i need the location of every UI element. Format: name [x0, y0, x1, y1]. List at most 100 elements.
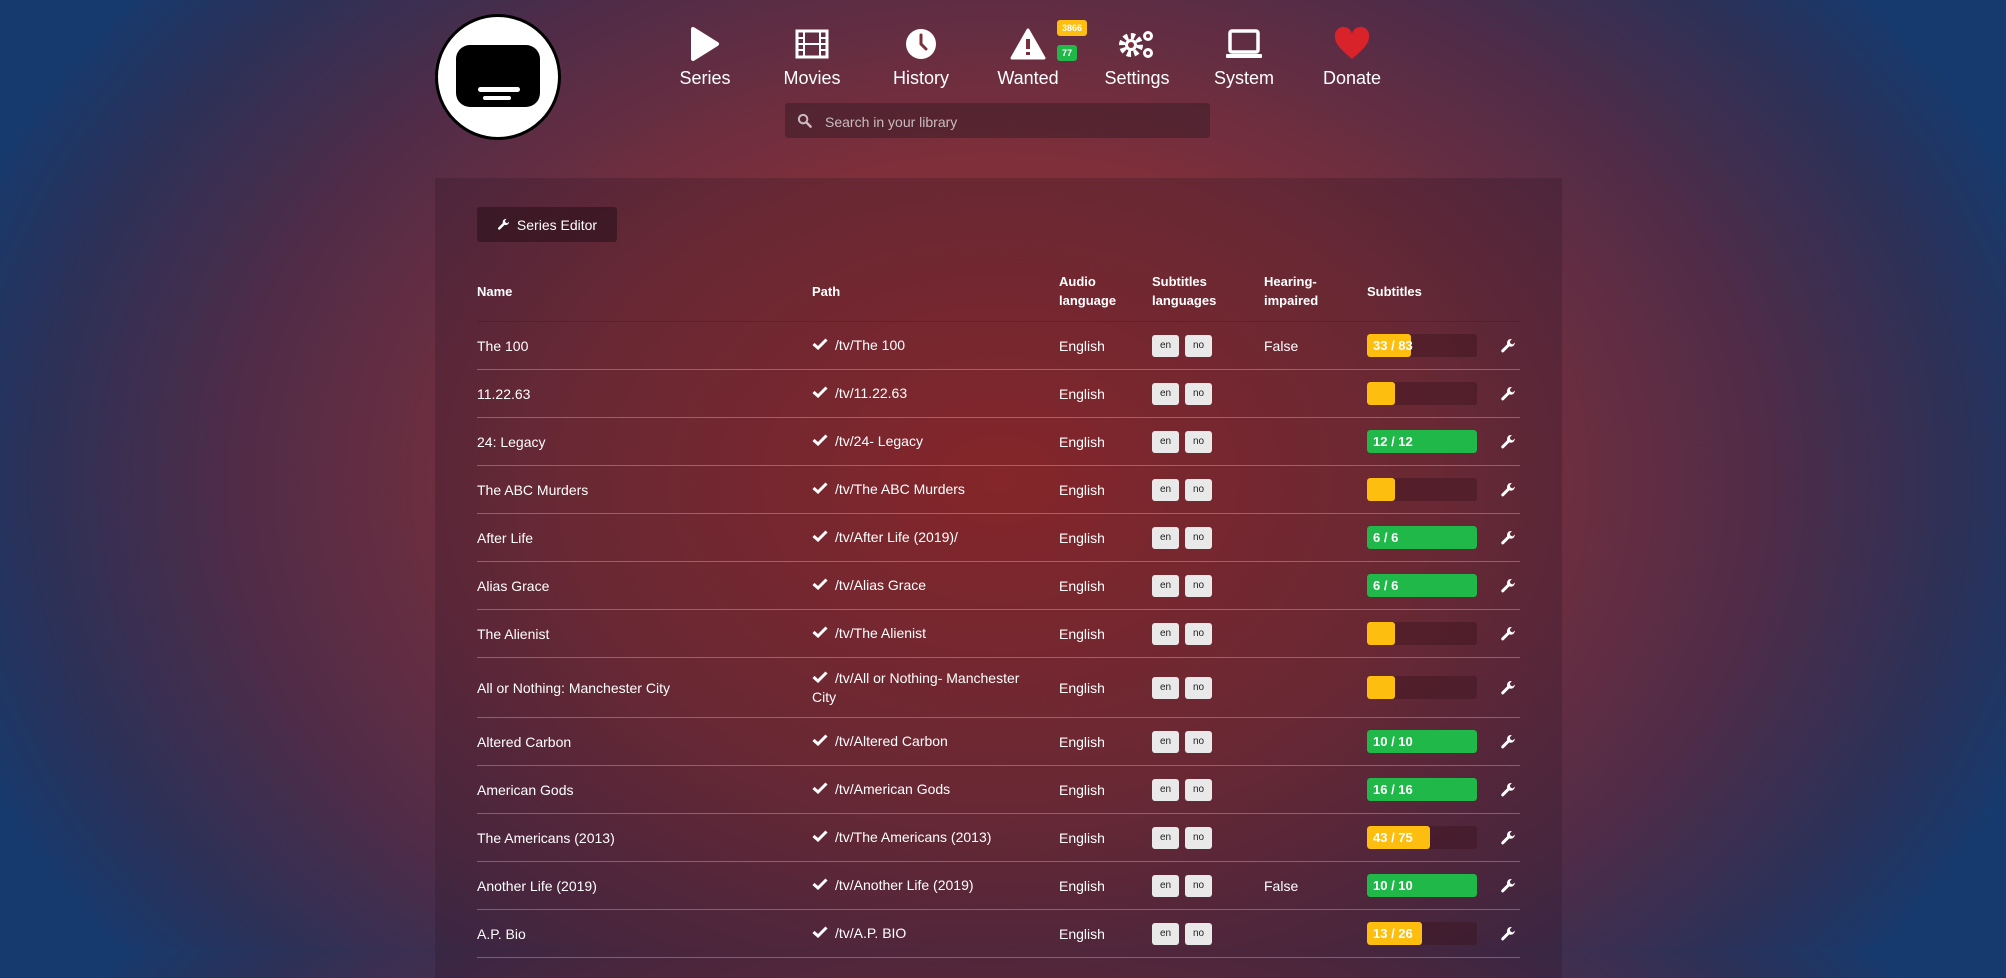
audio-language: English [1059, 337, 1105, 354]
header-audio[interactable]: Audio language [1059, 274, 1117, 308]
series-name-link[interactable]: All or Nothing: Manchester City [477, 679, 670, 696]
path-text: /tv/All or Nothing- Manchester City [812, 669, 1020, 705]
wrench-icon[interactable] [1500, 434, 1516, 450]
wrench-icon[interactable] [1500, 680, 1516, 696]
path-text: /tv/After Life (2019)/ [812, 528, 958, 547]
progress-label: 6 / 6 [1373, 578, 1399, 593]
progress-label: 10 / 10 [1373, 878, 1413, 893]
series-name-link[interactable]: After Life [477, 529, 534, 546]
laptop-icon [1189, 26, 1299, 62]
path-text: /tv/American Gods [812, 780, 950, 799]
header-path[interactable]: Path [812, 284, 841, 299]
progress-fill [1367, 574, 1477, 597]
series-name-link[interactable]: 11.22.63 [477, 385, 531, 402]
series-editor-button[interactable]: Series Editor [477, 207, 617, 242]
series-name-link[interactable]: The Americans (2013) [477, 829, 615, 846]
series-name-link[interactable]: American Gods [477, 781, 574, 798]
subtitles-progress-bar: 6 / 6 [1367, 574, 1477, 597]
path-text: /tv/Another Life (2019) [812, 876, 974, 895]
path-text: /tv/Alias Grace [812, 576, 926, 595]
header-subtitles[interactable]: Subtitles [1367, 284, 1422, 299]
check-icon [812, 434, 828, 447]
header-subtitles-languages[interactable]: Subtitles languages [1152, 274, 1217, 308]
progress-fill [1367, 874, 1477, 897]
series-name-link[interactable]: A.P. Bio [477, 925, 526, 942]
header-name[interactable]: Name [477, 284, 513, 299]
audio-language: English [1059, 529, 1105, 546]
audio-language: English [1059, 781, 1105, 798]
wrench-icon[interactable] [1500, 386, 1516, 402]
nav-wanted[interactable]: Wanted [973, 26, 1083, 89]
nav-settings[interactable]: Settings [1082, 26, 1192, 89]
table-row: Alias Grace/tv/Alias Grace English en no 6 /… [477, 562, 1520, 610]
series-name-link[interactable]: The ABC Murders [477, 481, 589, 498]
nav-system[interactable]: System [1189, 26, 1299, 89]
language-pill: no [1185, 922, 1212, 945]
subtitles-progress-bar [1367, 676, 1477, 699]
progress-fill [1367, 334, 1411, 357]
language-pill: no [1185, 676, 1212, 699]
path-text: /tv/The 100 [812, 336, 905, 355]
check-icon [812, 830, 828, 843]
series-name-link[interactable]: The Alienist [477, 625, 550, 642]
language-pill: en [1152, 676, 1179, 699]
nav-movies[interactable]: Movies [757, 26, 867, 89]
progress-fill [1367, 622, 1395, 645]
table-row: The 100/tv/The 100 English en no False 33 / 8… [477, 322, 1520, 370]
nav-series[interactable]: Series [650, 26, 760, 89]
progress-label: 43 / 75 [1373, 830, 1413, 845]
search-box[interactable] [785, 103, 1210, 140]
subtitles-progress-bar: 6 / 6 [1367, 526, 1477, 549]
wrench-icon[interactable] [1500, 926, 1516, 942]
nav-label: Series [679, 68, 731, 88]
check-icon [812, 670, 828, 683]
language-pill: en [1152, 334, 1179, 357]
wrench-icon[interactable] [1500, 578, 1516, 594]
subtitles-progress-bar: 10 / 10 [1367, 874, 1477, 897]
progress-fill [1367, 922, 1422, 945]
audio-language: English [1059, 577, 1105, 594]
language-pill: no [1185, 622, 1212, 645]
check-icon [812, 386, 828, 399]
check-icon [812, 482, 828, 495]
check-icon [812, 626, 828, 639]
wrench-icon[interactable] [1500, 830, 1516, 846]
subtitles-progress-bar: 33 / 83 [1367, 334, 1477, 357]
wanted-series-badge: 3866 [1057, 20, 1088, 36]
path-text: /tv/The Americans (2013) [812, 828, 991, 847]
audio-language: English [1059, 385, 1105, 402]
series-name-link[interactable]: Another Life (2019) [477, 877, 597, 894]
app-logo[interactable] [435, 14, 561, 140]
progress-label: 16 / 16 [1373, 782, 1413, 797]
wrench-icon[interactable] [1500, 782, 1516, 798]
nav-donate[interactable]: Donate [1297, 26, 1407, 89]
header-hearing-impaired[interactable]: Hearing-impaired [1264, 274, 1319, 308]
language-pill: en [1152, 526, 1179, 549]
wrench-icon[interactable] [1500, 530, 1516, 546]
subtitles-progress-bar: 13 / 26 [1367, 922, 1477, 945]
path-text: /tv/A.P. BIO [812, 924, 906, 943]
series-name-link[interactable]: Altered Carbon [477, 733, 572, 750]
wrench-icon[interactable] [1500, 878, 1516, 894]
series-name-link[interactable]: 24: Legacy [477, 433, 546, 450]
wrench-icon[interactable] [1500, 734, 1516, 750]
nav-label: System [1213, 68, 1274, 88]
progress-fill [1367, 730, 1477, 753]
progress-fill [1367, 676, 1395, 699]
path-text: /tv/The Alienist [812, 624, 926, 643]
nav-history[interactable]: History [866, 26, 976, 89]
table-row: The ABC Murders/tv/The ABC Murders Englis… [477, 466, 1520, 514]
play-icon [650, 26, 760, 62]
nav-label: Settings [1104, 68, 1170, 88]
series-name-link[interactable]: Alias Grace [477, 577, 550, 594]
wrench-icon[interactable] [1500, 482, 1516, 498]
search-input[interactable] [823, 103, 1197, 140]
language-pill: en [1152, 826, 1179, 849]
table-row: Another Life (2019) /tv/Another Life (201… [477, 862, 1520, 910]
wrench-icon[interactable] [1500, 338, 1516, 354]
wrench-icon[interactable] [1500, 626, 1516, 642]
language-pill: en [1152, 574, 1179, 597]
series-name-link[interactable]: The 100 [477, 337, 529, 354]
hearing-impaired-value: False [1264, 877, 1299, 894]
table-row: The Alienist/tv/The Alienist English en no [477, 610, 1520, 658]
